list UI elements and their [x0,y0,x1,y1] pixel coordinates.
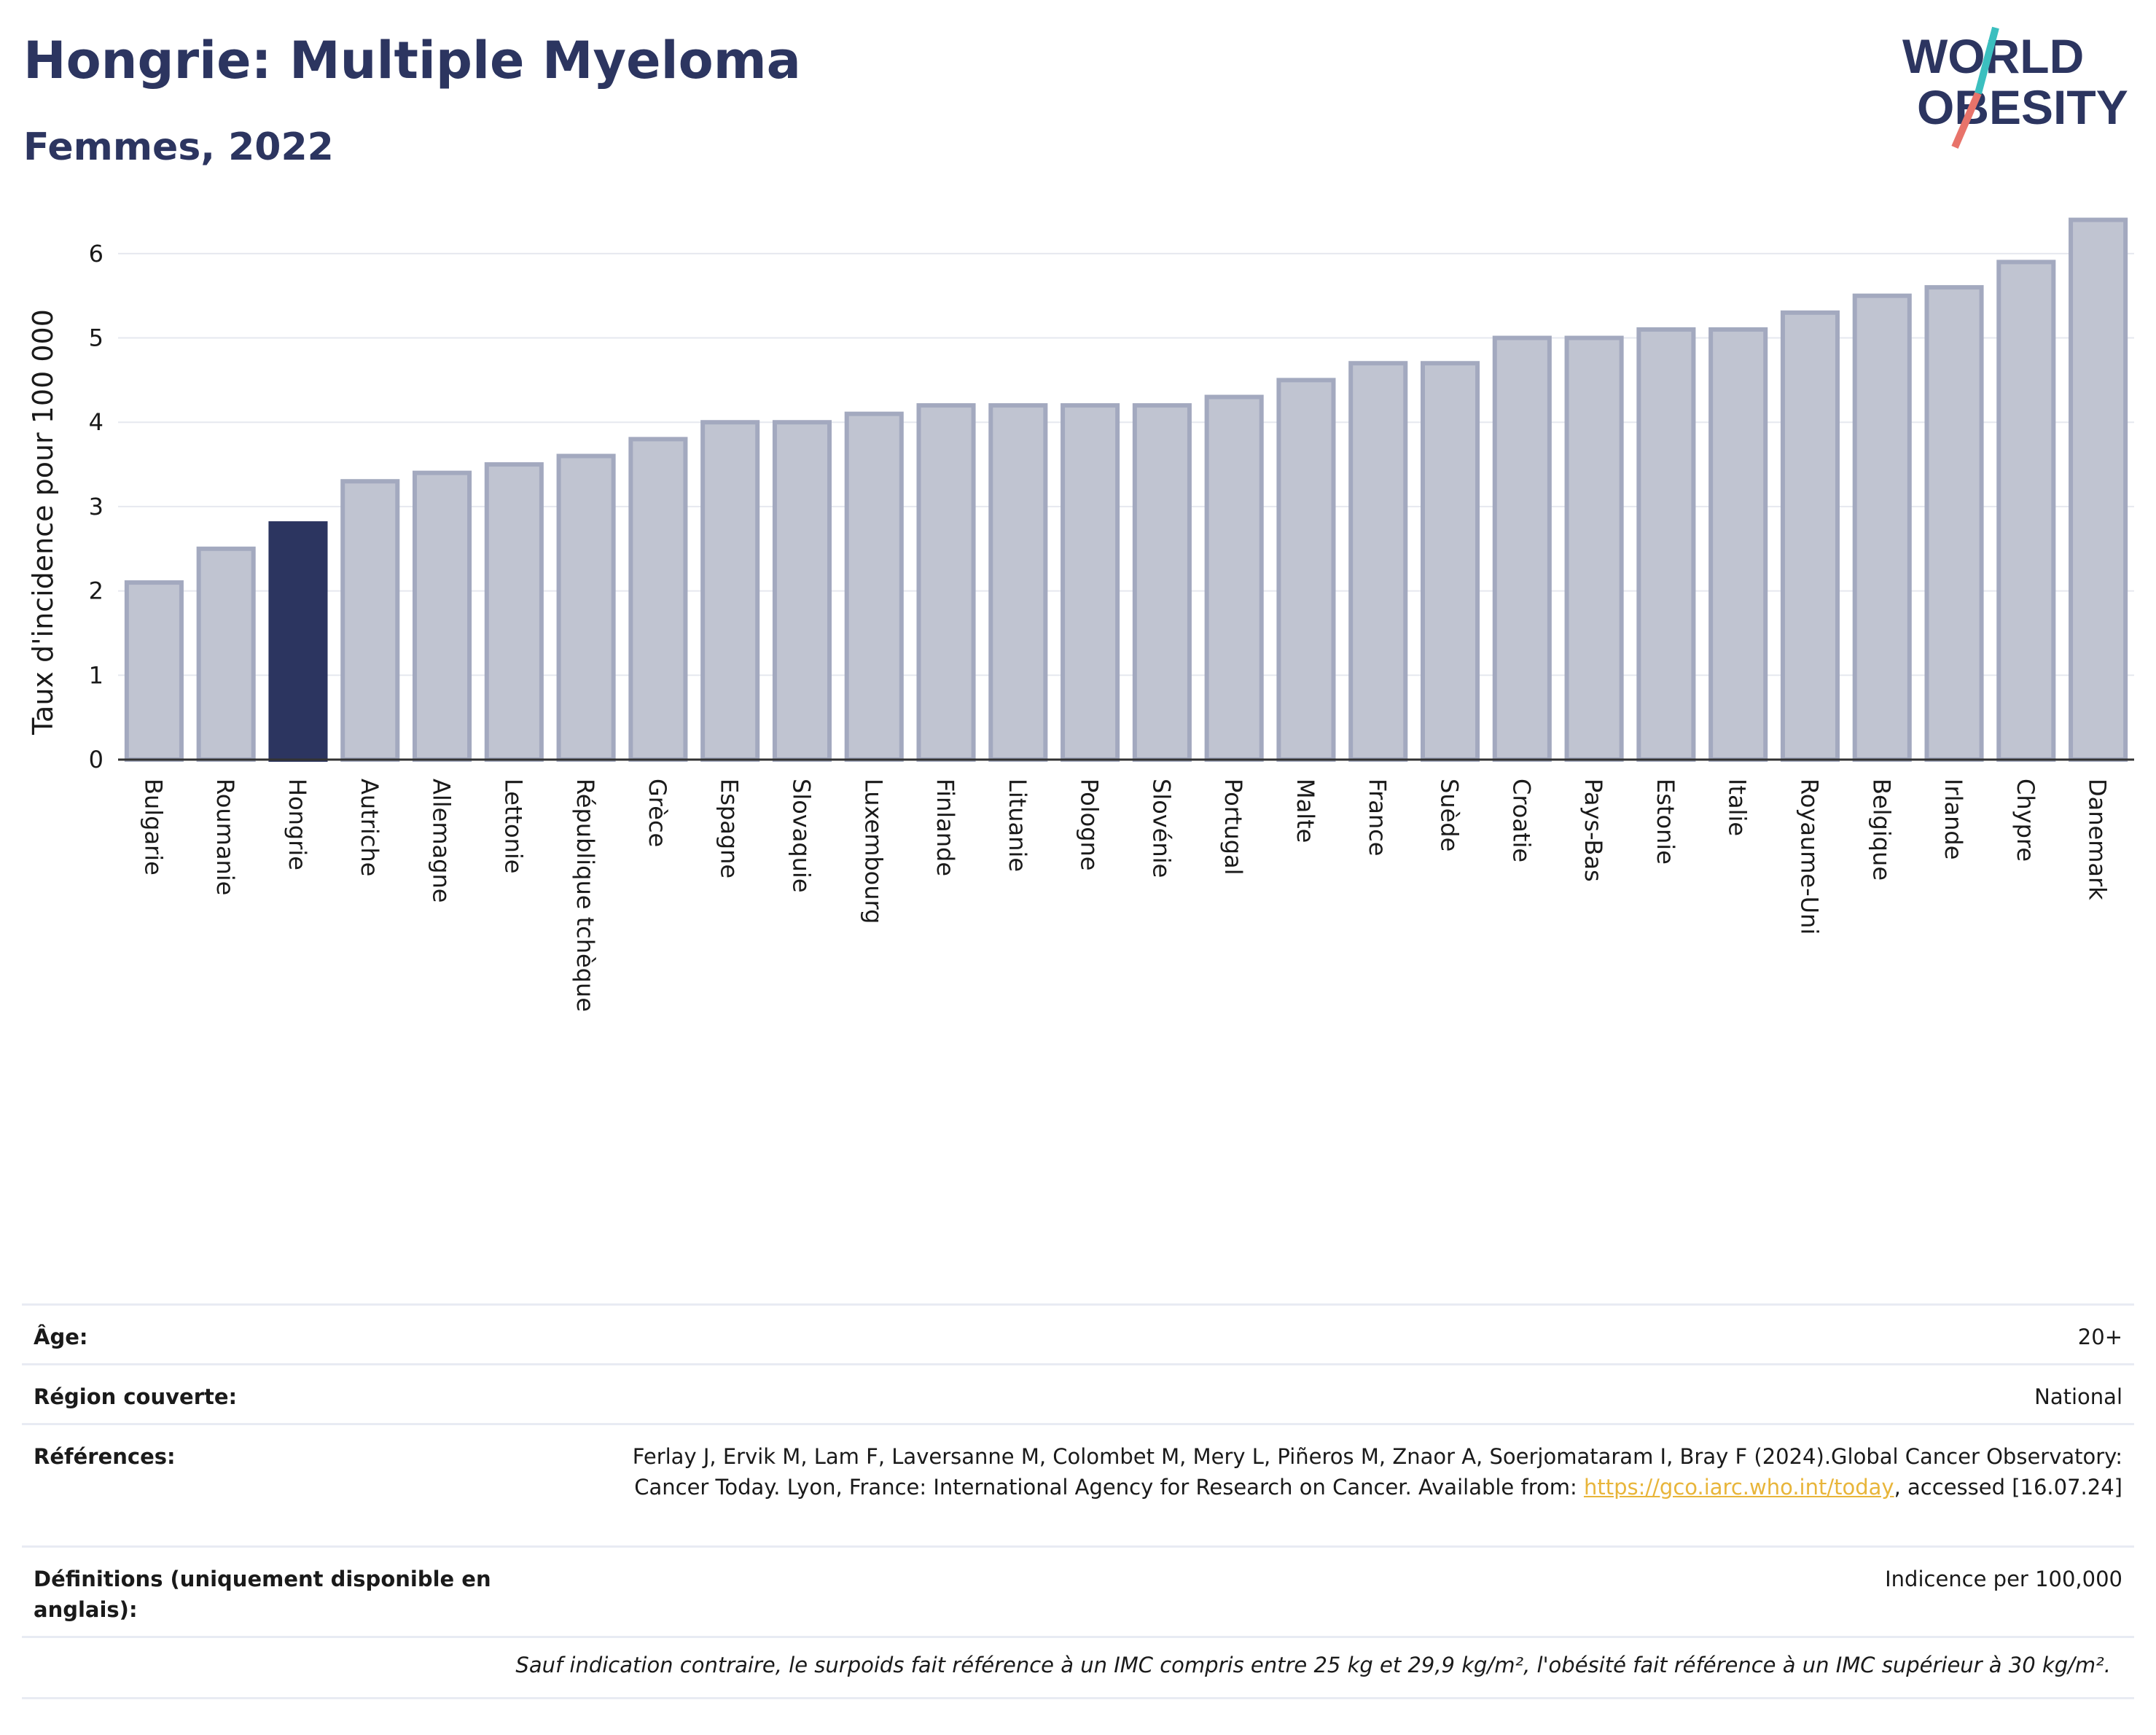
x-tick-label: Autriche [356,779,383,876]
meta-value: National [2034,1384,2122,1409]
y-tick-labels: 0 1 2 3 4 5 6 [89,240,103,773]
bar-chart: 0 1 2 3 4 5 6 Bulgarie Roumanie Hongrie Autriche A… [27,217,2134,1012]
bar-lituanie [988,403,1048,762]
bar-chypre [1996,260,2056,762]
bar-france [1348,361,1408,762]
bar-roumanie [196,546,256,762]
bar-belgique [1852,293,1912,762]
bar-hongrie [268,521,328,762]
bars [124,217,2128,763]
bar-italie [1708,327,1768,762]
x-tick-label: Royaume-Uni [1795,779,1823,935]
meta-key: Âge: [34,1325,88,1349]
logo-line2: OBESITY [1917,80,2128,134]
x-tick-label: Chypre [2012,779,2039,862]
y-tick-label: 2 [89,577,103,605]
x-tick-label: Grèce [644,779,671,847]
bar-finlande [916,403,976,762]
x-tick-label: Portugal [1219,779,1247,876]
reference-text: Ferlay J, Ervik M, Lam F, Laversanne M, … [632,1444,2122,1500]
bar-lettonie [484,462,544,762]
x-tick-label: Hongrie [284,779,311,870]
bar-portugal [1204,394,1264,762]
x-tick-label: Irlande [1940,779,1967,859]
x-tick-labels: Bulgarie Roumanie Hongrie Autriche Allemagne… [139,779,2111,1012]
metadata-table: Âge: 20+ Région couverte: National Référ… [22,1303,2134,1699]
bar-estonie [1636,327,1696,762]
world-obesity-logo: WORLD OBESITY [1902,26,2128,149]
y-axis-label: Taux d'incidence pour 100 000 [27,309,59,736]
x-tick-label: Pays-Bas [1579,779,1607,882]
meta-key: Références: [34,1444,176,1469]
x-tick-label: Lituanie [1004,779,1031,872]
meta-value: Ferlay J, Ervik M, Lam F, Laversanne M, … [555,1441,2122,1545]
y-tick-label: 0 [89,746,103,773]
x-tick-label: Slovaquie [787,779,815,893]
x-tick-label: Danemark [2084,779,2112,900]
reference-link[interactable]: https://gco.iarc.who.int/today [1583,1475,1894,1500]
x-tick-label: Lettonie [499,779,527,873]
y-tick-label: 3 [89,493,103,520]
bar-irlande [1924,285,1984,763]
x-tick-label: Espagne [716,779,743,878]
meta-value: Indicence per 100,000 [1885,1567,2122,1591]
bar-bulgarie [124,580,184,762]
meta-key: Définitions (uniquement disponible en an… [34,1567,491,1622]
page-subtitle: Femmes, 2022 [23,125,334,169]
x-tick-label: Estonie [1652,779,1679,865]
bar-pays-bas [1564,335,1624,762]
logo-slash-coral [1951,92,1982,149]
x-tick-label: Suède [1436,779,1464,851]
bar-r-publique-tch-que [556,453,616,762]
obesity-definition-note: Sauf indication contraire, le surpoids f… [515,1653,2111,1677]
meta-row-age: Âge: 20+ [22,1303,2134,1363]
y-tick-label: 1 [89,661,103,689]
x-tick-label: Slovénie [1147,779,1175,878]
bar-royaume-uni [1780,310,1840,763]
x-tick-label: Italie [1724,779,1751,836]
x-tick-label: Roumanie [211,779,239,895]
x-tick-label: Luxembourg [859,779,887,924]
x-tick-label: Finlande [931,779,959,876]
bar-luxembourg [844,411,904,763]
bar-croatie [1492,335,1552,762]
x-tick-label: Belgique [1867,779,1895,881]
x-tick-label: France [1364,779,1391,856]
bar-gr-ce [628,437,688,762]
meta-key: Région couverte: [34,1384,238,1409]
bar-autriche [340,479,400,762]
x-tick-label: Allemagne [428,779,456,902]
meta-bottom-rule [22,1697,2134,1699]
logo-slash-teal [1975,26,1999,95]
x-tick-label: Bulgarie [139,779,167,876]
bar-espagne [700,420,760,762]
y-tick-label: 4 [89,408,103,436]
meta-value: 20+ [2077,1325,2122,1349]
x-tick-label: République tchèque [571,779,599,1012]
meta-row-region: Région couverte: National [22,1363,2134,1423]
y-tick-label: 5 [89,324,103,352]
page-title: Hongrie: Multiple Myeloma [23,31,801,90]
bar-slov-nie [1132,403,1192,762]
reference-accessed: , accessed [16.07.24] [1894,1475,2122,1500]
bar-su-de [1420,361,1480,762]
x-tick-label: Pologne [1076,779,1104,870]
y-tick-label: 6 [89,240,103,268]
bar-pologne [1061,403,1120,762]
meta-row-references: Références: Ferlay J, Ervik M, Lam F, La… [22,1423,2134,1545]
bar-allemagne [412,470,472,763]
x-tick-label: Malte [1292,779,1319,843]
bar-malte [1276,378,1336,762]
bar-danemark [2069,217,2128,763]
bar-slovaquie [772,420,832,762]
meta-row-note: Sauf indication contraire, le surpoids f… [22,1636,2134,1697]
x-tick-label: Croatie [1507,779,1535,862]
meta-row-definitions: Définitions (uniquement disponible en an… [22,1545,2134,1636]
